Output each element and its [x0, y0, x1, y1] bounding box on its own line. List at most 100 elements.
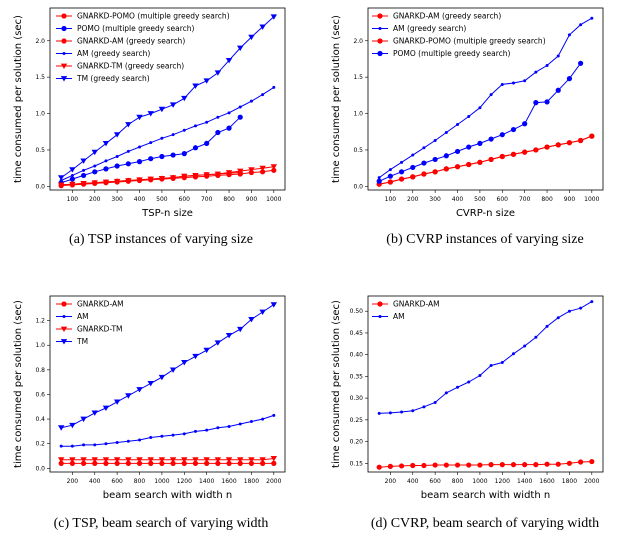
x-tick-label: 1600: [221, 478, 236, 485]
data-point: [226, 125, 232, 131]
data-point: [113, 457, 121, 463]
data-point: [70, 173, 74, 177]
legend-marker: [377, 301, 383, 307]
x-tick-label: 100: [67, 196, 79, 203]
data-point: [70, 444, 74, 448]
data-point: [500, 82, 504, 86]
y-axis-label: time consumed per solution (sec): [13, 15, 24, 183]
data-point: [181, 95, 188, 102]
data-point: [80, 172, 87, 179]
data-point: [136, 460, 143, 466]
data-point: [578, 60, 584, 66]
data-point: [102, 405, 110, 411]
data-point: [499, 462, 505, 468]
data-point: [114, 163, 120, 169]
data-point: [388, 168, 392, 172]
data-point: [499, 153, 505, 160]
data-point: [170, 152, 176, 158]
data-point: [237, 168, 244, 175]
data-point: [555, 87, 561, 93]
data-point: [432, 462, 438, 468]
data-point: [114, 460, 120, 466]
x-tick-label: 2000: [584, 478, 599, 485]
data-point: [523, 344, 527, 348]
data-point: [215, 460, 221, 466]
data-point: [138, 438, 142, 442]
data-point: [456, 385, 460, 389]
data-point: [544, 144, 550, 150]
data-point: [489, 93, 493, 97]
data-point: [113, 132, 121, 138]
x-tick-label: 200: [407, 196, 419, 203]
x-tick-label: 600: [111, 478, 123, 485]
y-tick-label: 0.25: [350, 417, 364, 424]
y-tick-label: 0.40: [350, 352, 364, 359]
data-point: [567, 33, 571, 37]
legend-label: POMO (multiple greedy search): [77, 24, 195, 33]
data-point: [205, 120, 209, 124]
legend-marker: [60, 76, 68, 82]
data-point: [225, 457, 233, 463]
data-point: [388, 411, 392, 415]
x-tick-label: 1200: [495, 478, 510, 485]
data-point: [422, 405, 426, 409]
x-tick-label: 400: [89, 478, 101, 485]
data-point: [91, 457, 98, 463]
x-tick-label: 300: [111, 196, 123, 203]
data-point: [377, 176, 381, 180]
data-point: [259, 309, 266, 315]
data-point: [522, 121, 528, 127]
data-point: [104, 159, 108, 163]
y-tick-label: 1.0: [353, 111, 363, 118]
data-point: [80, 416, 87, 423]
x-axis-label: beam search with width n: [103, 490, 232, 501]
x-tick-label: 800: [223, 196, 235, 203]
data-point: [411, 153, 415, 157]
data-point: [477, 140, 483, 147]
data-point: [579, 306, 583, 310]
data-point: [193, 429, 197, 433]
data-point: [377, 411, 381, 415]
data-point: [477, 159, 483, 165]
data-point: [136, 114, 143, 121]
legend-label: GNARKD-TM: [77, 325, 123, 334]
data-point: [115, 155, 119, 159]
x-tick-label: 1400: [517, 478, 532, 485]
data-point: [192, 173, 199, 179]
caption-b: (b) CVRP instances of varying size: [386, 232, 583, 247]
x-tick-label: 1000: [472, 478, 487, 485]
data-point: [488, 156, 494, 163]
series-line: [378, 17, 593, 179]
data-point: [478, 106, 482, 110]
data-point: [214, 171, 222, 177]
data-point: [500, 360, 504, 364]
data-point: [160, 434, 164, 438]
data-point: [225, 170, 233, 176]
data-point: [237, 457, 244, 463]
y-tick-label: 0.4: [35, 416, 45, 423]
x-tick-label: 400: [407, 478, 419, 485]
data-point: [566, 460, 573, 466]
data-point: [534, 335, 538, 339]
data-point: [545, 64, 549, 68]
data-point: [159, 460, 165, 466]
legend-marker: [377, 50, 383, 57]
data-point: [398, 463, 405, 469]
data-point: [271, 460, 277, 466]
data-point: [477, 462, 483, 468]
data-point: [411, 409, 415, 413]
data-point: [454, 148, 461, 155]
data-point: [226, 460, 232, 466]
data-point: [454, 164, 461, 170]
data-point: [80, 158, 87, 164]
data-point: [589, 458, 595, 465]
data-point: [432, 169, 438, 175]
data-point: [261, 417, 265, 421]
data-point: [102, 457, 110, 463]
data-point: [270, 456, 278, 462]
y-tick-label: 0.2: [35, 441, 45, 448]
data-point: [182, 432, 186, 436]
x-tick-label: 300: [429, 196, 441, 203]
data-point: [444, 391, 448, 395]
x-tick-label: 1000: [584, 196, 599, 203]
